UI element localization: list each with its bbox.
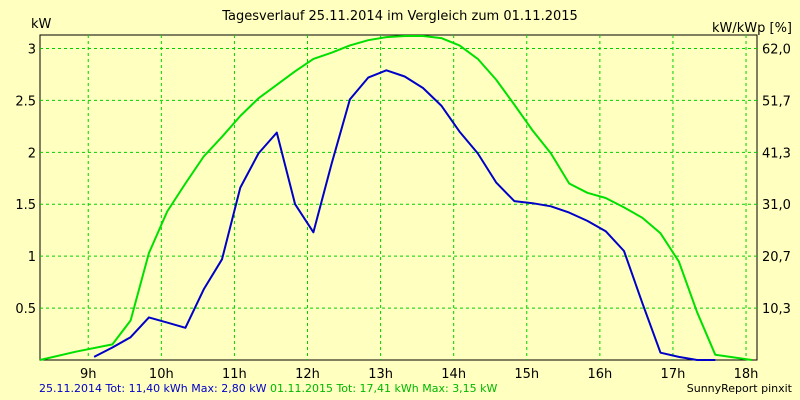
y-tick-label-right: 62,0 bbox=[762, 42, 791, 57]
y-tick-label-left: 2.5 bbox=[15, 94, 36, 109]
y-axis-unit-right: kW/kWp [%] bbox=[711, 21, 792, 36]
x-tick-label: 15h bbox=[514, 367, 539, 382]
x-tick-label: 10h bbox=[149, 367, 174, 382]
series-line-25-11-2014 bbox=[93, 69, 716, 361]
x-tick-label: 11h bbox=[222, 367, 247, 382]
y-tick-label-right: 41,3 bbox=[762, 146, 791, 161]
y-tick-label-right: 20,7 bbox=[762, 250, 791, 265]
x-tick-label: 16h bbox=[587, 367, 612, 382]
plot-frame bbox=[39, 34, 758, 361]
x-tick-label: 9h bbox=[80, 367, 97, 382]
y-tick-label-right: 51,7 bbox=[762, 94, 791, 109]
x-tick-label: 13h bbox=[368, 367, 393, 382]
y-tick-label-left: 1 bbox=[28, 250, 36, 265]
x-tick-label: 18h bbox=[734, 367, 759, 382]
y-axis-unit-left: kW bbox=[31, 17, 52, 32]
series-2015-summary: 01.11.2015 Tot: 17,41 kWh Max: 3,15 kW bbox=[269, 382, 498, 395]
y-tick-label-left: 0.5 bbox=[15, 302, 36, 317]
x-tick-label: 14h bbox=[441, 367, 466, 382]
credit-text: SunnyReport pinxit bbox=[686, 382, 792, 395]
x-tick-label: 17h bbox=[661, 367, 686, 382]
y-tick-label-right: 10,3 bbox=[762, 302, 791, 317]
chart-title: Tagesverlauf 25.11.2014 im Vergleich zum… bbox=[222, 9, 578, 24]
y-tick-label-right: 31,0 bbox=[762, 198, 791, 213]
x-tick-label: 12h bbox=[295, 367, 320, 382]
y-tick-label-left: 1.5 bbox=[15, 198, 36, 213]
chart-footer: 25.11.2014 Tot: 11,40 kWh Max: 2,80 kW 0… bbox=[39, 382, 497, 395]
series-2014-summary: 25.11.2014 Tot: 11,40 kWh Max: 2,80 kW bbox=[39, 382, 267, 395]
series-line-01-11-2015 bbox=[39, 35, 753, 361]
y-tick-label-left: 3 bbox=[28, 42, 36, 57]
y-tick-label-left: 2 bbox=[28, 146, 36, 161]
